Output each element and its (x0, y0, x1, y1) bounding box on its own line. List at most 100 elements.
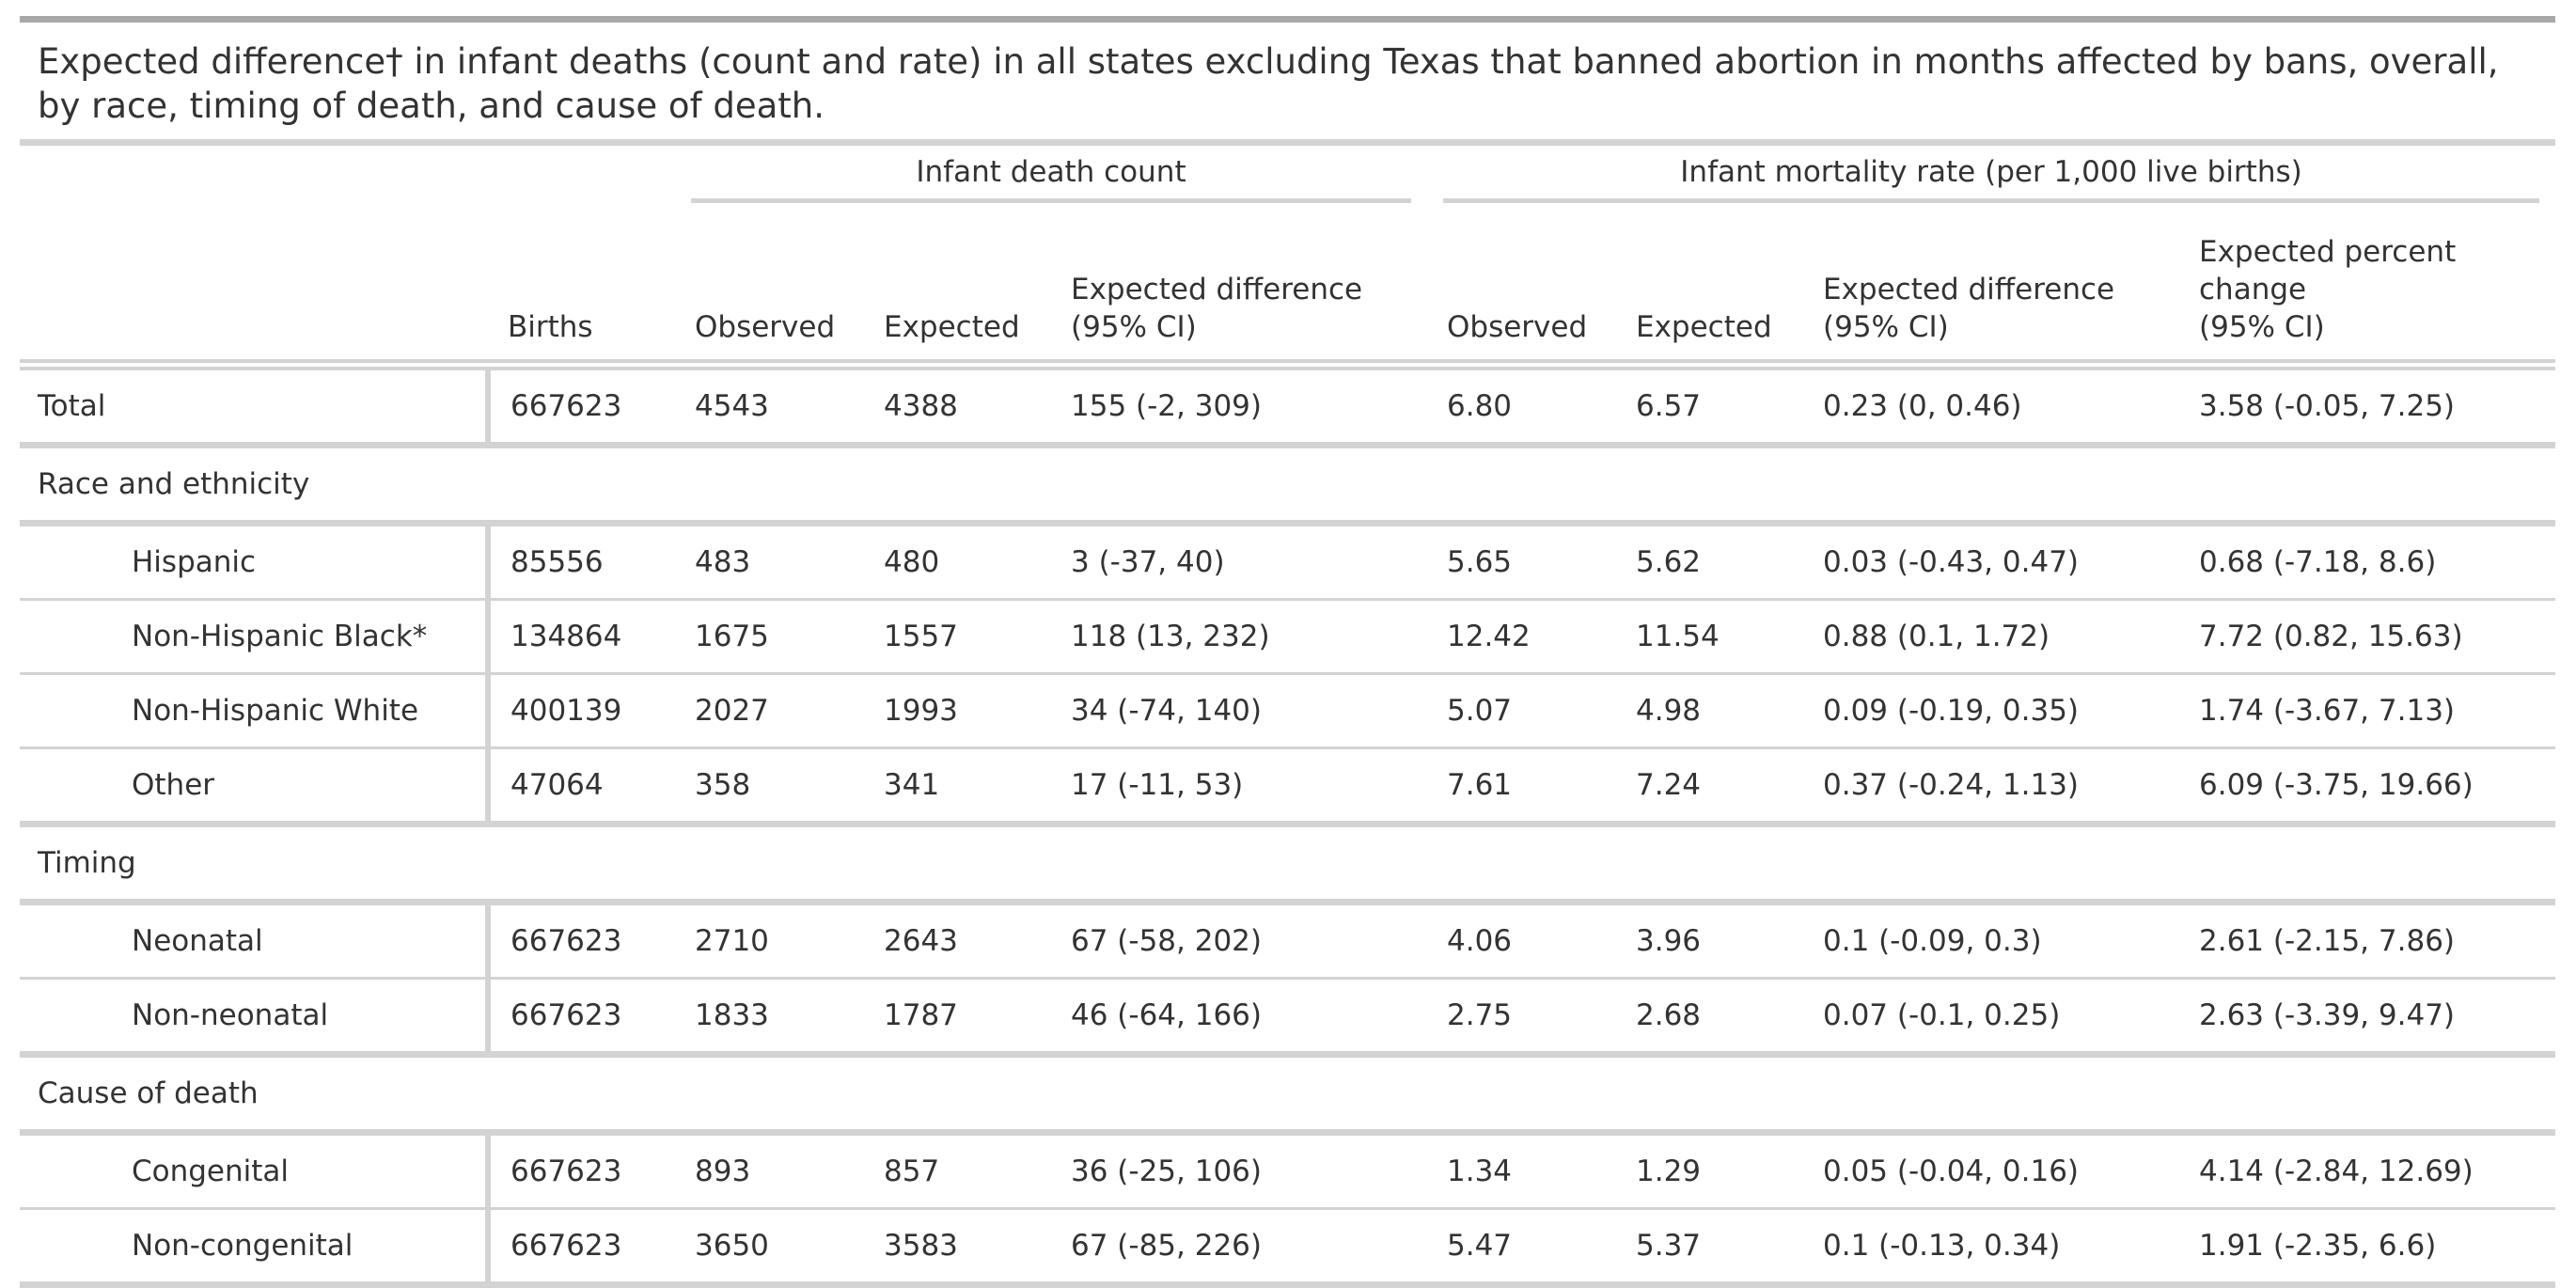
cell: 0.88 (0.1, 1.72) (1803, 599, 2179, 675)
cell: 1993 (864, 673, 1051, 749)
cell: 1675 (675, 599, 864, 675)
data-table: Infant death count Infant mortality rate … (20, 146, 2556, 1288)
cell: 4388 (864, 365, 1051, 448)
column-header: Births (488, 205, 675, 370)
cell: 1.34 (1427, 1132, 1616, 1210)
cell: 5.47 (1427, 1208, 1616, 1288)
group-label: Cause of death (20, 1054, 2556, 1136)
data-row: Non-Hispanic Black* 134864 1675 1557 118 (13… (20, 599, 2556, 675)
cell: 667623 (488, 1132, 675, 1210)
spanner-cell: Infant death count (675, 146, 1427, 205)
cell: 4.14 (-2.84, 12.69) (2179, 1132, 2556, 1210)
cell: 2.75 (1427, 978, 1616, 1058)
data-row: Non-congenital 667623 3650 3583 67 (-85, 226… (20, 1208, 2556, 1288)
row-label: Neonatal (20, 902, 491, 980)
cell: 3.96 (1616, 902, 1803, 980)
row-label: Non-neonatal (20, 978, 491, 1058)
cell: 0.23 (0, 0.46) (1803, 365, 2179, 448)
row-label: Non-congenital (20, 1208, 491, 1288)
column-header: Observed (1427, 205, 1616, 370)
data-row: Congenital 667623 893 857 36 (-25, 106) 1.34 1… (20, 1132, 2556, 1210)
cell: 400139 (488, 673, 675, 749)
cell: 4.98 (1616, 673, 1803, 749)
data-row: Other 47064 358 341 17 (-11, 53) 7.61 7.24 0.37… (20, 747, 2556, 827)
cell: 5.07 (1427, 673, 1616, 749)
cell: 34 (-74, 140) (1051, 673, 1427, 749)
column-header: Expected difference (95% CI) (1051, 205, 1427, 370)
group-row: Race and ethnicity (20, 445, 2556, 526)
data-row: Total 667623 4543 4388 155 (-2, 309) 6.80 6.57… (20, 365, 2556, 448)
cell: 2.63 (-3.39, 9.47) (2179, 978, 2556, 1058)
cell: 134864 (488, 599, 675, 675)
cell: 0.03 (-0.43, 0.47) (1803, 523, 2179, 601)
data-row: Non-Hispanic White 400139 2027 1993 34 (-74,… (20, 673, 2556, 749)
cell: 2.68 (1616, 978, 1803, 1058)
top-rule (20, 16, 2555, 23)
group-row: Timing (20, 824, 2556, 905)
cell: 341 (864, 747, 1051, 827)
data-row: Neonatal 667623 2710 2643 67 (-58, 202) 4.06 3… (20, 902, 2556, 980)
cell: 5.62 (1616, 523, 1803, 601)
group-row: Cause of death (20, 1054, 2556, 1136)
cell: 3650 (675, 1208, 864, 1288)
cell: 1833 (675, 978, 864, 1058)
cell: 0.68 (-7.18, 8.6) (2179, 523, 2556, 601)
cell: 857 (864, 1132, 1051, 1210)
group-label: Race and ethnicity (20, 445, 2556, 526)
cell: 46 (-64, 166) (1051, 978, 1427, 1058)
cell: 2643 (864, 902, 1051, 980)
cell: 6.57 (1616, 365, 1803, 448)
cell: 47064 (488, 747, 675, 827)
cell: 36 (-25, 106) (1051, 1132, 1427, 1210)
cell: 0.09 (-0.19, 0.35) (1803, 673, 2179, 749)
cell: 7.61 (1427, 747, 1616, 827)
cell: 358 (675, 747, 864, 827)
cell: 1.74 (-3.67, 7.13) (2179, 673, 2556, 749)
cell: 667623 (488, 1208, 675, 1288)
cell: 118 (13, 232) (1051, 599, 1427, 675)
cell: 6.09 (-3.75, 19.66) (2179, 747, 2556, 827)
cell: 1787 (864, 978, 1051, 1058)
column-header: Observed (675, 205, 864, 370)
stub-header (20, 205, 488, 370)
column-header: Expected (1616, 205, 1803, 370)
cell: 667623 (488, 365, 675, 448)
spanner-label: Infant mortality rate (per 1,000 live bi… (1443, 146, 2540, 203)
cell: 7.72 (0.82, 15.63) (2179, 599, 2556, 675)
row-label: Congenital (20, 1132, 491, 1210)
table-title: Expected difference† in infant deaths (c… (20, 23, 2555, 146)
cell: 667623 (488, 902, 675, 980)
cell: 483 (675, 523, 864, 601)
row-label: Other (20, 747, 491, 827)
column-header: Expected difference (95% CI) (1803, 205, 2179, 370)
column-header: Expected (864, 205, 1051, 370)
cell: 2.61 (-2.15, 7.86) (2179, 902, 2556, 980)
cell: 12.42 (1427, 599, 1616, 675)
table-card: Expected difference† in infant deaths (c… (20, 16, 2556, 1288)
cell: 5.37 (1616, 1208, 1803, 1288)
row-label: Non-Hispanic Black* (20, 599, 491, 675)
cell: 11.54 (1616, 599, 1803, 675)
spanner-spacer (36, 146, 659, 198)
cell: 2710 (675, 902, 864, 980)
cell: 3 (-37, 40) (1051, 523, 1427, 601)
group-label: Timing (20, 824, 2556, 905)
spanner-row: Infant death count Infant mortality rate … (20, 146, 2555, 205)
cell: 4.06 (1427, 902, 1616, 980)
cell: 3583 (864, 1208, 1051, 1288)
cell: 0.1 (-0.13, 0.34) (1803, 1208, 2179, 1288)
cell: 7.24 (1616, 747, 1803, 827)
cell: 6.80 (1427, 365, 1616, 448)
data-row: Hispanic 85556 483 480 3 (-37, 40) 5.65 5.62 0.… (20, 523, 2556, 601)
cell: 3.58 (-0.05, 7.25) (2179, 365, 2556, 448)
cell: 67 (-58, 202) (1051, 902, 1427, 980)
spanner-label: Infant death count (691, 146, 1411, 203)
column-header-row: Births Observed Expected Expected differenc… (20, 205, 2556, 370)
cell: 1.91 (-2.35, 6.6) (2179, 1208, 2556, 1288)
column-header: Expected percent change (95% CI) (2179, 205, 2556, 370)
cell: 67 (-85, 226) (1051, 1208, 1427, 1288)
cell: 17 (-11, 53) (1051, 747, 1427, 827)
cell: 0.1 (-0.09, 0.3) (1803, 902, 2179, 980)
cell: 155 (-2, 309) (1051, 365, 1427, 448)
cell: 4543 (675, 365, 864, 448)
